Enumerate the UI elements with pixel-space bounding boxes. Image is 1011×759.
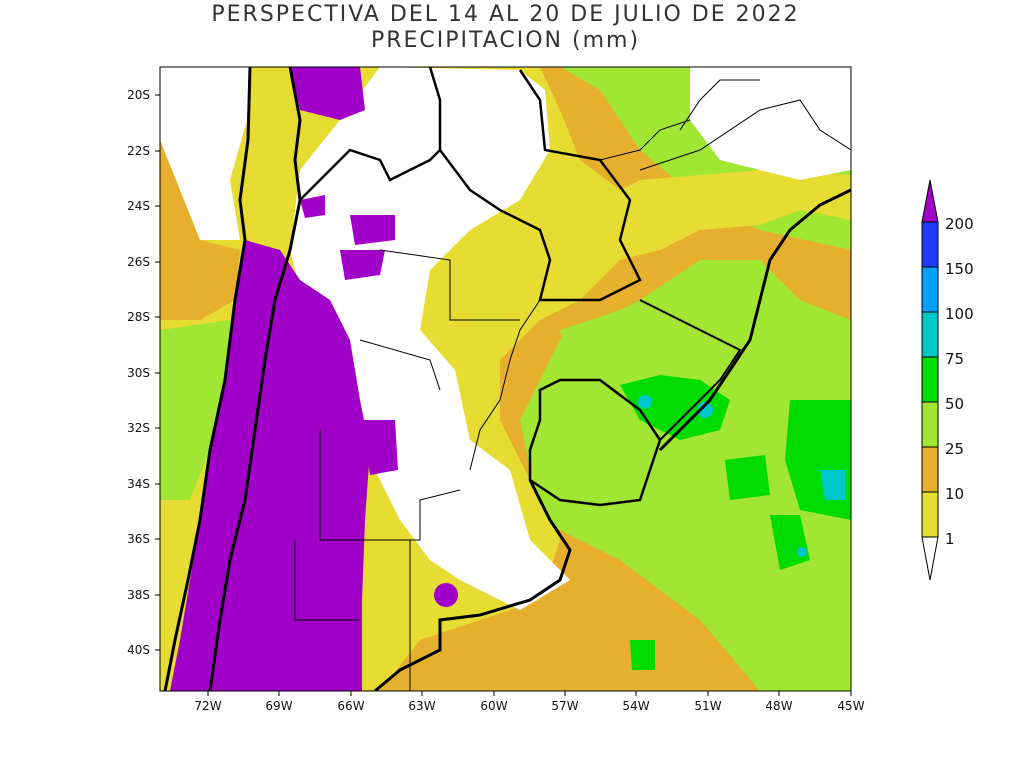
legend-swatch: [921, 491, 939, 538]
legend-label: 75: [945, 350, 964, 368]
lat-tick-label: 22S: [127, 144, 150, 158]
legend-labels: 200 150 100 75 50 25 10 1: [945, 215, 974, 548]
legend-swatch: [921, 311, 939, 358]
lon-tick-label: 54W: [622, 699, 649, 713]
lat-tick-label: 40S: [127, 643, 150, 657]
precipitation-field: [160, 67, 851, 691]
lon-tick-label: 63W: [408, 699, 435, 713]
lon-tick-label: 57W: [551, 699, 578, 713]
legend-swatch-lt1: [921, 536, 939, 581]
lon-tick-label: 72W: [194, 699, 221, 713]
lon-tick-label: 45W: [837, 699, 864, 713]
legend-label: 200: [945, 215, 974, 233]
lat-tick-label: 24S: [127, 199, 150, 213]
legend-swatch-gt200: [921, 179, 939, 223]
latitude-axis: 20S 22S 24S 26S 28S 30S 32S 34S 36S 38S …: [127, 88, 160, 657]
lat-tick-label: 30S: [127, 366, 150, 380]
map-frame: [159, 66, 852, 692]
country-borders: [163, 67, 851, 691]
legend-swatch: [921, 356, 939, 403]
lon-tick-label: 60W: [480, 699, 507, 713]
lat-tick-label: 28S: [127, 310, 150, 324]
legend-swatch: [921, 401, 939, 448]
legend-label: 150: [945, 260, 974, 278]
lat-tick-label: 38S: [127, 588, 150, 602]
lat-tick-label: 34S: [127, 477, 150, 491]
lat-tick-label: 32S: [127, 421, 150, 435]
legend-label: 50: [945, 395, 964, 413]
legend-label: 25: [945, 440, 964, 458]
legend-label: 100: [945, 305, 974, 323]
legend-label: 10: [945, 485, 964, 503]
lon-tick-label: 66W: [337, 699, 364, 713]
legend-swatch: [921, 266, 939, 313]
lat-tick-label: 36S: [127, 532, 150, 546]
longitude-axis: 72W 69W 66W 63W 60W 57W 54W 51W 48W 45W: [194, 691, 865, 713]
legend-swatch: [921, 446, 939, 493]
lat-tick-label: 26S: [127, 255, 150, 269]
lon-tick-label: 51W: [694, 699, 721, 713]
legend-label: 1: [945, 530, 955, 548]
color-legend: [921, 179, 939, 581]
map-title: PERSPECTIVA DEL 14 AL 20 DE JULIO DE 202…: [211, 2, 800, 27]
legend-swatch: [921, 221, 939, 268]
lon-tick-label: 69W: [265, 699, 292, 713]
lat-tick-label: 20S: [127, 88, 150, 102]
map-subtitle: PRECIPITACION (mm): [370, 28, 641, 53]
lon-tick-label: 48W: [765, 699, 792, 713]
